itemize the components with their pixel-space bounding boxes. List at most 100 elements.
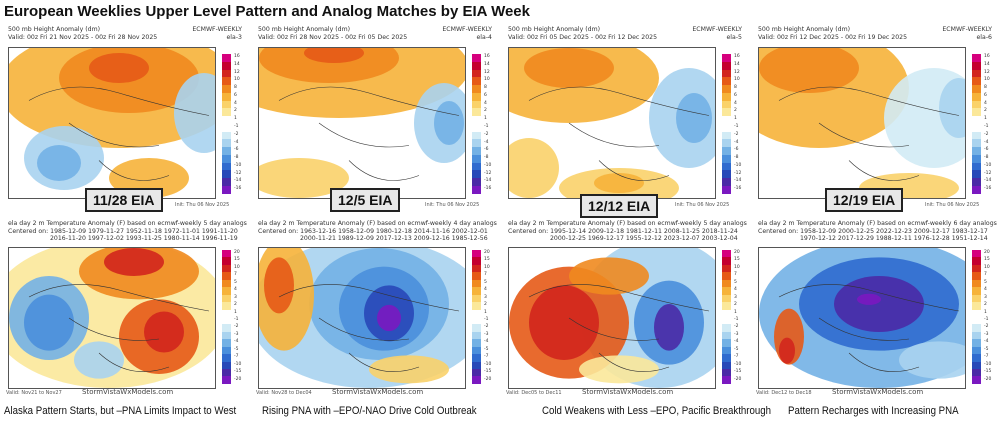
scale-label: 10 xyxy=(484,264,490,270)
panel-caption: Alaska Pattern Starts, but –PNA Limits I… xyxy=(4,405,237,417)
color-scale xyxy=(222,54,231,194)
eia-week-label: 12/5 EIA xyxy=(330,188,401,212)
color-scale xyxy=(972,250,981,384)
scale-label: -7 xyxy=(234,354,239,360)
scale-label: -8 xyxy=(734,155,739,161)
scale-label: -12 xyxy=(234,170,242,176)
valid-range: Valid: Nov21 to Nov27 xyxy=(6,390,62,396)
coastline xyxy=(528,284,710,372)
anomaly-region xyxy=(304,48,364,63)
scale-label: -6 xyxy=(234,147,239,153)
scale-label: 4 xyxy=(234,287,237,293)
scale-label: 7 xyxy=(484,272,487,278)
scale-label: 16 xyxy=(234,54,240,59)
scale-label: -2 xyxy=(984,324,989,330)
coastline xyxy=(278,86,460,181)
scale-label: -1 xyxy=(734,317,739,322)
scale-label: -12 xyxy=(484,170,492,176)
eia-week-label: 11/28 EIA xyxy=(85,188,163,212)
site-watermark: StormVistaWxModels.com xyxy=(82,388,174,396)
forecast-panel: 500 mb Height Anomaly (dm) Valid: 00z Fri… xyxy=(250,24,500,404)
anomaly-region xyxy=(569,257,649,295)
scale-label: -14 xyxy=(484,178,492,184)
scale-label: -1 xyxy=(484,124,489,129)
scale-label: 15 xyxy=(484,257,490,263)
scale-label: 7 xyxy=(984,272,987,278)
scale-label: 4 xyxy=(734,287,737,293)
scale-label: 2 xyxy=(984,302,987,308)
scale-label: -1 xyxy=(734,124,739,129)
anomaly-region xyxy=(524,48,614,88)
scale-label: -20 xyxy=(234,376,242,382)
scale-label: -4 xyxy=(234,339,239,345)
scale-label: -15 xyxy=(984,369,992,375)
valid-range: Valid: Dec05 to Dec11 xyxy=(506,390,562,396)
scale-label: 6 xyxy=(234,92,237,98)
init-label: Init: Thu 06 Nov 2025 xyxy=(925,202,980,208)
anomaly-region xyxy=(37,145,81,181)
init-label: Init: Thu 06 Nov 2025 xyxy=(175,202,230,208)
init-label: Init: Thu 06 Nov 2025 xyxy=(425,202,480,208)
scale-label: -2 xyxy=(484,131,489,137)
height-anomaly-map xyxy=(258,47,466,199)
scale-label: 2 xyxy=(234,108,237,114)
scale-label: -4 xyxy=(984,339,989,345)
scale-label: 4 xyxy=(734,100,737,106)
scale-label: 1 xyxy=(234,309,237,315)
scale-label: -4 xyxy=(984,139,989,145)
scale-label: -2 xyxy=(484,324,489,330)
scale-label: -7 xyxy=(484,354,489,360)
scale-label: 4 xyxy=(484,287,487,293)
scale-label: 5 xyxy=(984,279,987,285)
scale-label: -5 xyxy=(984,346,989,352)
scale-label: 3 xyxy=(984,294,987,300)
scale-label: 5 xyxy=(734,279,737,285)
bottom-header: ela day 2 m Temperature Anomaly (F) base… xyxy=(508,220,747,242)
scale-label: 20 xyxy=(984,250,990,255)
scale-label: 12 xyxy=(234,69,240,75)
scale-label: -1 xyxy=(984,124,989,129)
coastline xyxy=(278,284,460,372)
scale-label: 20 xyxy=(234,250,240,255)
forecast-panel: 500 mb Height Anomaly (dm) Valid: 00z Fri… xyxy=(0,24,250,404)
scale-label: -10 xyxy=(234,361,242,367)
scale-label: -2 xyxy=(734,324,739,330)
scale-label: 14 xyxy=(734,61,740,67)
temperature-anomaly-map xyxy=(258,247,466,389)
scale-label: -10 xyxy=(234,162,242,168)
anomaly-region xyxy=(834,276,924,332)
scale-label: 1 xyxy=(734,116,737,122)
bottom-header: ela day 2 m Temperature Anomaly (F) base… xyxy=(258,220,497,242)
anomaly-region xyxy=(104,248,164,276)
color-scale xyxy=(722,250,731,384)
scale-label: -3 xyxy=(984,331,989,337)
scale-label: -16 xyxy=(484,186,492,192)
model-label: ECMWF-WEEKLY ela-5 xyxy=(692,26,742,41)
scale-label: 5 xyxy=(234,279,237,285)
scale-label: -16 xyxy=(734,186,742,192)
scale-label: 15 xyxy=(984,257,990,263)
top-header: 500 mb Height Anomaly (dm) Valid: 00z Fri… xyxy=(508,26,658,41)
scale-label: 10 xyxy=(234,264,240,270)
scale-label: 8 xyxy=(734,85,737,91)
scale-label: 1 xyxy=(984,309,987,315)
model-label: ECMWF-WEEKLY ela-6 xyxy=(942,26,992,41)
anomaly-region xyxy=(264,257,294,314)
scale-label: 2 xyxy=(484,108,487,114)
scale-label: 4 xyxy=(484,100,487,106)
height-anomaly-map xyxy=(758,47,966,199)
scale-label: -5 xyxy=(234,346,239,352)
scale-label: -8 xyxy=(234,155,239,161)
anomaly-region xyxy=(24,294,74,351)
site-watermark: StormVistaWxModels.com xyxy=(332,388,424,396)
scale-label: 10 xyxy=(984,264,990,270)
scale-label: 15 xyxy=(734,257,740,263)
scale-label: 10 xyxy=(234,77,240,83)
scale-label: -10 xyxy=(484,361,492,367)
anomaly-region xyxy=(174,73,215,153)
scale-label: 1 xyxy=(734,309,737,315)
page-title: European Weeklies Upper Level Pattern an… xyxy=(4,3,530,20)
anomaly-region xyxy=(759,48,859,93)
forecast-panel: 500 mb Height Anomaly (dm) Valid: 00z Fri… xyxy=(500,24,750,404)
coastline xyxy=(28,86,210,181)
